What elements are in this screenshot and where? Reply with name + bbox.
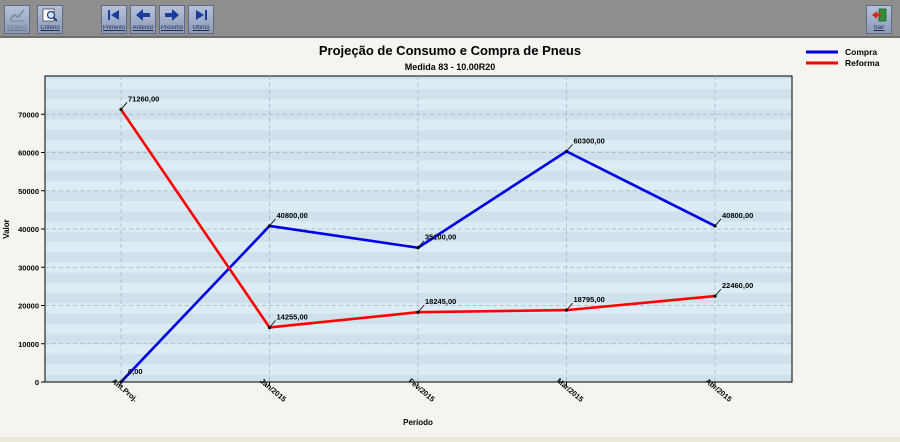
data-label-reforma: 71260,00 (128, 94, 159, 103)
data-point-compra (416, 246, 420, 250)
primeiro-button[interactable]: Primeiro (101, 5, 127, 34)
y-axis-label: Valor (2, 219, 11, 239)
data-label-compra: 60300,00 (574, 136, 605, 145)
data-point-reforma (564, 308, 569, 312)
ultimo-button[interactable]: Último (188, 5, 214, 34)
series-group: 0,00 40800,00 35100,00 60300,00 40800,00 7126… (119, 94, 753, 384)
grafico-button[interactable]: Gráfico (4, 5, 30, 34)
data-point-compra (564, 149, 569, 153)
sair-button[interactable]: Sair (866, 5, 892, 34)
grid-lines (45, 76, 792, 382)
legend-label-compra: Compra (845, 47, 877, 57)
chart-svg: Projeção de Consumo e Compra de Pneus Me… (2, 43, 880, 427)
y-tick-label: 60000 (18, 149, 39, 158)
data-label-reforma: 22460,00 (722, 281, 753, 290)
y-tick-label: 20000 (18, 302, 39, 311)
data-label-compra: 0,00 (128, 367, 143, 376)
chart-title: Projeção de Consumo e Compra de Pneus (319, 43, 581, 58)
chart-area: Projeção de Consumo e Compra de Pneus Me… (0, 38, 900, 437)
chart-subtitle: Medida 83 - 10.00R20 (405, 62, 496, 72)
y-tick-label: 10000 (18, 340, 39, 349)
legend-label-reforma: Reforma (845, 58, 880, 68)
data-point-compra (267, 224, 272, 228)
criterio-label: Critério (40, 25, 60, 31)
proximo-label: Próximo (160, 25, 183, 31)
magnifier-icon (42, 8, 58, 22)
data-point-reforma (267, 325, 272, 330)
proximo-button[interactable]: Próximo (159, 5, 185, 34)
y-tick-label: 0 (35, 378, 39, 387)
grafico-label: Gráfico (7, 25, 27, 31)
first-record-icon (108, 10, 119, 20)
data-point-reforma (416, 310, 420, 314)
data-label-compra: 40800,00 (722, 211, 753, 220)
data-label-reforma: 14255,00 (277, 312, 308, 321)
y-tick-label: 50000 (18, 187, 39, 196)
arrow-right-icon (165, 9, 179, 21)
data-label-compra: 35100,00 (425, 233, 456, 242)
ultimo-label: Último (192, 25, 210, 31)
criterio-button[interactable]: Critério (37, 5, 63, 34)
data-point-reforma (713, 294, 717, 298)
data-point-compra (119, 380, 123, 384)
data-point-reforma (119, 107, 123, 112)
y-tick-label: 30000 (18, 263, 39, 272)
chart-icon (9, 9, 25, 22)
y-tick-label: 70000 (18, 110, 39, 119)
data-point-compra (713, 224, 717, 228)
exit-door-icon (872, 8, 887, 22)
x-axis-label: Período (403, 418, 433, 427)
anterior-button[interactable]: Anterior (130, 5, 156, 34)
y-axis-ticks: 0 10000 20000 30000 40000 50000 60000 70000 (18, 110, 45, 387)
toolbar: Gráfico Critério Primeiro Anterior (0, 0, 900, 38)
arrow-left-icon (136, 9, 150, 21)
sair-label: Sair (873, 25, 885, 31)
data-label-reforma: 18245,00 (425, 297, 456, 306)
y-tick-label: 40000 (18, 225, 39, 234)
data-label-reforma: 18795,00 (574, 295, 605, 304)
anterior-label: Anterior (132, 25, 154, 31)
primeiro-label: Primeiro (102, 25, 126, 31)
last-record-icon (196, 10, 207, 20)
data-label-compra: 40800,00 (277, 211, 308, 220)
